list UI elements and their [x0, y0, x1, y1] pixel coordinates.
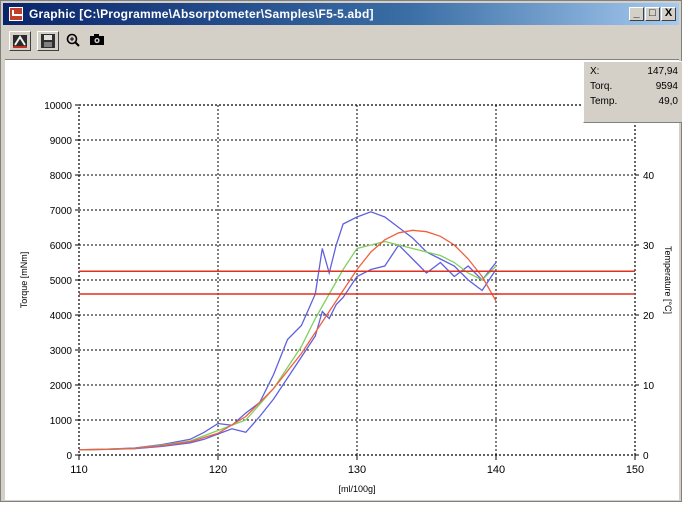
x-tick-label: 130	[348, 464, 366, 476]
y-tick-label: 5000	[50, 276, 73, 287]
readout-temp-label: Temp.	[590, 96, 618, 107]
x-tick-label: 110	[70, 464, 88, 476]
torque-chart: 110 120 130 140 150 0 1000 2000 3000 4000 5000 6000…	[19, 101, 673, 494]
cursor-readout: X: 147,94 Torq. 9594 Temp. 49,0	[583, 61, 682, 123]
y2-tick-label: 0	[643, 451, 649, 462]
y-tick-label: 4000	[50, 311, 73, 322]
y2-tick-label: 10	[643, 381, 655, 392]
y-tick-label: 2000	[50, 381, 73, 392]
x-tick-label: 150	[626, 464, 644, 476]
y2-tick-label: 20	[643, 311, 655, 322]
y2-tick-label: 30	[643, 241, 655, 252]
y2-tick-label: 40	[643, 171, 655, 182]
sample-icon[interactable]	[9, 31, 31, 51]
title-bar[interactable]: Graphic [C:\Programme\Absorptometer\Samp…	[3, 3, 679, 25]
app-icon	[9, 7, 23, 21]
y-axis-label: Torque [mNm]	[19, 252, 29, 309]
zoom-icon[interactable]	[63, 31, 85, 51]
y-tick-label: 8000	[50, 171, 73, 182]
y-tick-label: 7000	[50, 206, 73, 217]
readout-x-label: X:	[590, 66, 600, 77]
minimize-button[interactable]: _	[629, 7, 644, 21]
readout-torque-value: 9594	[655, 81, 678, 92]
x-axis-label: [ml/100g]	[338, 484, 375, 494]
camera-icon[interactable]	[87, 31, 109, 51]
close-button[interactable]: X	[661, 7, 676, 21]
readout-torque-label: Torq.	[590, 81, 613, 92]
y-tick-label: 0	[66, 451, 72, 462]
x-tick-label: 120	[209, 464, 227, 476]
save-icon[interactable]	[37, 31, 59, 51]
chart-panel: 110 120 130 140 150 0 1000 2000 3000 4000 5000 6000…	[5, 59, 679, 500]
window-title: Graphic [C:\Programme\Absorptometer\Samp…	[29, 7, 374, 21]
y2-axis-label: Temperature [°C]	[663, 246, 673, 314]
y-tick-label: 9000	[50, 136, 73, 147]
series-line-upper	[78, 211, 497, 451]
maximize-button[interactable]: □	[645, 7, 660, 21]
y-tick-label: 3000	[50, 346, 73, 357]
readout-temp-value: 49,0	[658, 96, 678, 107]
toolbar	[3, 27, 679, 55]
series-line-lower	[78, 243, 497, 451]
y-tick-label: 10000	[44, 101, 72, 112]
readout-x-value: 147,94	[647, 66, 678, 77]
series-line-fit	[78, 229, 497, 451]
y-tick-label: 1000	[50, 416, 73, 427]
x-tick-label: 140	[487, 464, 505, 476]
y-tick-label: 6000	[50, 241, 73, 252]
